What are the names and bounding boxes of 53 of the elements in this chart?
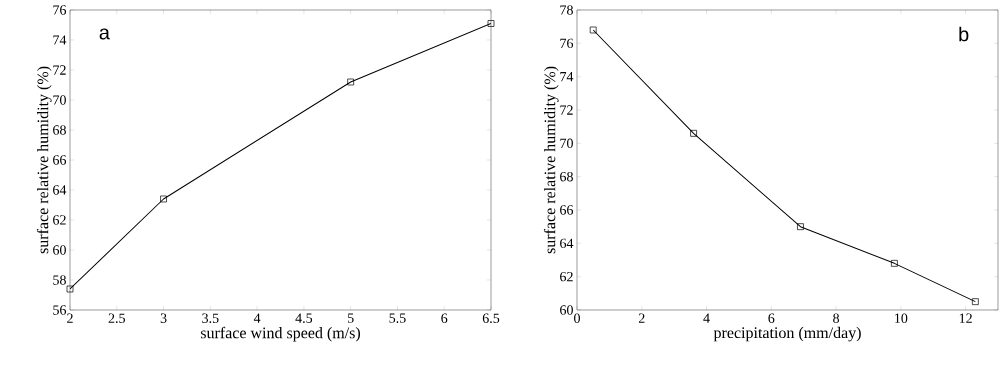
x-axis-title: precipitation (mm/day) <box>713 326 861 342</box>
annotation: b <box>959 26 969 42</box>
x-tick-label: 2.5 <box>108 313 125 324</box>
point <box>589 26 597 34</box>
x-tick-label: 4.5 <box>295 313 313 323</box>
y-axis-title: surface relative humidity (%) <box>543 66 559 254</box>
y-tick-label: 56 <box>53 305 67 315</box>
y-tick-label: 62 <box>560 271 573 282</box>
x-tick-label: 4 <box>703 313 710 323</box>
y-tick-label: 70 <box>560 138 573 149</box>
x-tick-label: 3 <box>160 313 167 323</box>
y-tick-label: 62 <box>53 215 66 225</box>
x-tick-label: 2 <box>67 313 73 323</box>
y-tick-label: 70 <box>53 95 66 105</box>
annotation: a <box>99 28 110 40</box>
y-tick-label: 78 <box>560 5 573 15</box>
x-axis-title: surface wind speed (m/s) <box>200 326 360 342</box>
y-tick-label: 60 <box>560 305 573 315</box>
x-tick-label: 4 <box>253 313 261 323</box>
x-tick-label: 2 <box>638 313 645 323</box>
y-tick-label: 66 <box>560 205 574 215</box>
y-tick-label: 64 <box>53 185 67 195</box>
point <box>487 20 495 27</box>
x-tick-label: 12 <box>959 313 972 323</box>
y-tick-label: 72 <box>53 65 66 75</box>
y-tick-label: 58 <box>53 275 66 285</box>
y-tick-label: 74 <box>53 35 67 45</box>
x-tick-label: 5 <box>347 313 354 323</box>
x-tick-label: 0 <box>574 313 580 323</box>
x-tick-label: 6.5 <box>482 313 500 324</box>
y-tick-label: 66 <box>53 155 67 165</box>
x-tick-label: 8 <box>833 313 840 323</box>
point <box>66 285 74 293</box>
x-tick-label: 5.5 <box>389 313 406 323</box>
y-tick-label: 68 <box>53 125 66 135</box>
point <box>971 298 979 306</box>
x-tick-label: 6 <box>441 313 448 323</box>
point <box>891 259 898 267</box>
y-tick-label: 68 <box>560 171 573 182</box>
y-axis-title: surface relative humidity (%) <box>36 66 52 254</box>
x-tick-label: 6 <box>768 313 775 323</box>
point <box>160 195 167 203</box>
y-tick-label: 60 <box>53 245 66 255</box>
y-tick-label: 72 <box>560 105 573 115</box>
y-tick-label: 74 <box>560 72 574 82</box>
point <box>797 223 804 231</box>
y-tick-label: 76 <box>560 38 574 49</box>
y-tick-label: 76 <box>53 5 67 15</box>
point <box>347 78 355 86</box>
x-tick-label: 10 <box>895 313 908 323</box>
y-tick-label: 64 <box>560 238 574 249</box>
point <box>690 129 697 137</box>
x-tick-label: 3.5 <box>202 313 219 324</box>
